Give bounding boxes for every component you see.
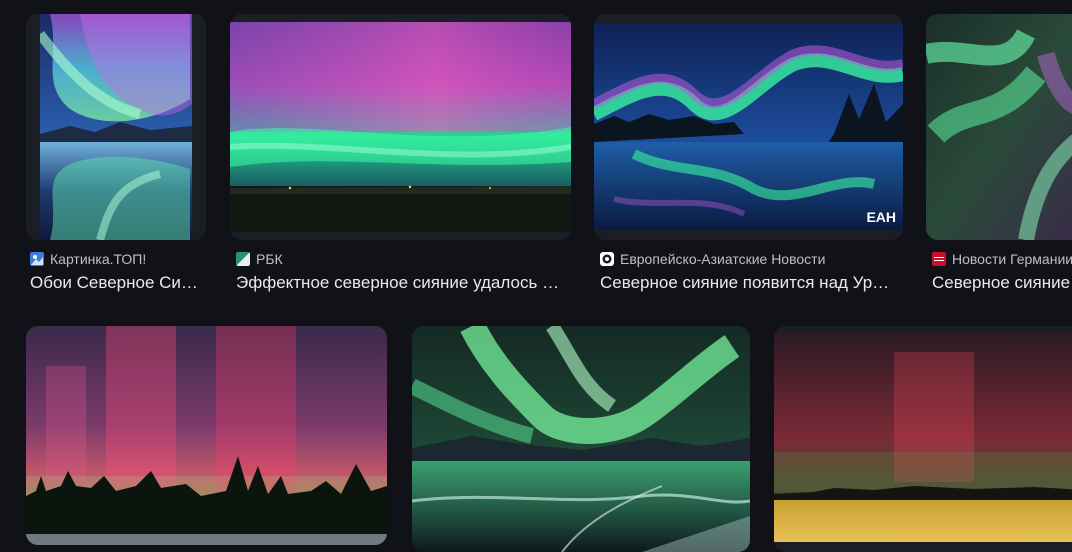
image-thumbnail-frame[interactable] — [774, 326, 1072, 552]
news-germany-favicon-icon — [932, 252, 946, 266]
result-title[interactable]: Эффектное северное сияние удалось увидет… — [236, 273, 566, 292]
green-aurora-ice-image[interactable] — [412, 326, 750, 552]
image-result-card[interactable] — [26, 326, 387, 552]
image-thumbnail-frame[interactable] — [26, 14, 206, 240]
result-title[interactable]: Северное сияние над Германией — [932, 273, 1072, 292]
kartinka-top-favicon-icon — [30, 252, 44, 266]
result-source-name: Картинка.ТОП! — [50, 251, 147, 267]
result-source-name: Новости Германии — [952, 251, 1072, 267]
aurora-lake-image[interactable] — [40, 14, 192, 240]
result-source[interactable]: Новости Германии — [932, 250, 1072, 268]
ean-favicon-icon — [600, 252, 614, 266]
result-source[interactable]: Картинка.ТОП! — [30, 250, 206, 268]
result-source-name: Европейско-Азиатские Новости — [620, 251, 826, 267]
result-source-name: РБК — [256, 251, 283, 267]
result-source[interactable]: Европейско-Азиатские Новости — [600, 250, 903, 268]
image-result-card[interactable] — [774, 326, 1072, 552]
image-result-card[interactable]: Картинка.ТОП! Обои Северное Сияние (69 ф… — [26, 14, 206, 296]
image-result-card[interactable]: РБК Эффектное северное сияние удалось ув… — [230, 14, 571, 296]
image-thumbnail-frame[interactable] — [926, 14, 1072, 240]
ean-watermark: ЕАН — [866, 209, 896, 225]
result-source[interactable]: РБК — [236, 250, 571, 268]
rbc-favicon-icon — [236, 252, 250, 266]
image-thumbnail-frame[interactable] — [26, 326, 387, 545]
result-title[interactable]: Обои Северное Сияние (69 фото) — [30, 273, 202, 292]
aurora-field-image[interactable] — [230, 22, 571, 232]
image-result-card[interactable] — [412, 326, 750, 552]
image-thumbnail-frame[interactable] — [230, 14, 571, 240]
result-title[interactable]: Северное сияние появится над Уралом — [600, 273, 890, 292]
aurora-sky-image[interactable] — [926, 14, 1072, 240]
image-result-card[interactable]: Новости Германии Северное сияние над Гер… — [926, 14, 1072, 296]
red-aurora-town-image[interactable] — [774, 332, 1072, 542]
image-thumbnail-frame[interactable]: ЕАН — [594, 14, 903, 240]
image-thumbnail-frame[interactable] — [412, 326, 750, 552]
red-aurora-forest-image[interactable] — [26, 326, 387, 545]
image-result-card[interactable]: ЕАН Европейско-Азиатские Новости Северно… — [594, 14, 903, 296]
aurora-reflection-image[interactable]: ЕАН — [594, 24, 903, 230]
